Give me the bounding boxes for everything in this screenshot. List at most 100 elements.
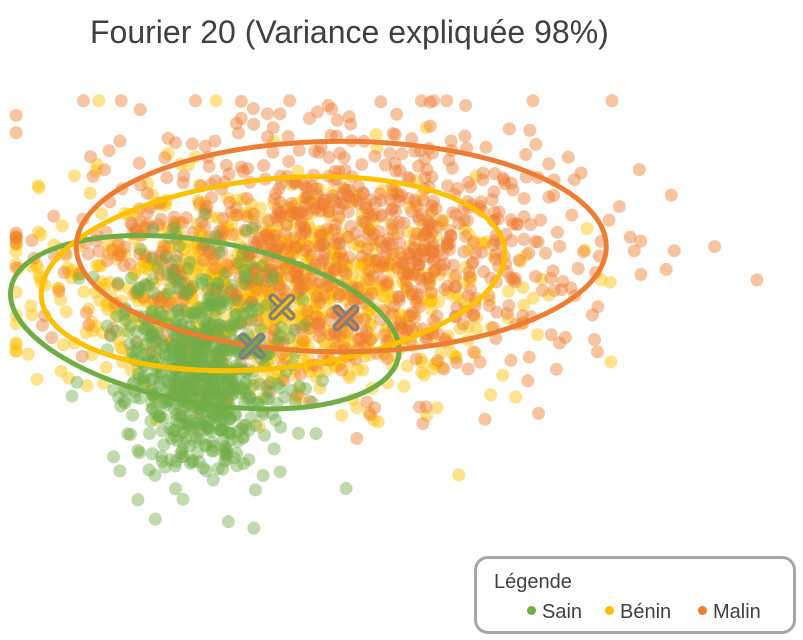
point-sain: [233, 386, 247, 400]
point-malin: [271, 214, 285, 228]
point-malin: [341, 189, 355, 202]
point-benin: [382, 259, 396, 273]
point-malin: [323, 328, 337, 342]
point-malin: [534, 213, 547, 227]
point-malin: [269, 242, 283, 256]
point-malin: [229, 287, 242, 301]
point-sain: [202, 414, 216, 427]
point-benin: [415, 355, 429, 369]
point-sain: [114, 399, 128, 413]
point-benin: [269, 324, 283, 337]
point-benin: [288, 274, 302, 288]
point-malin: [156, 328, 170, 342]
point-sain: [179, 377, 193, 391]
point-sain: [227, 315, 241, 329]
point-sain: [224, 325, 237, 339]
point-malin: [337, 197, 351, 211]
point-benin: [248, 283, 262, 297]
point-malin: [388, 128, 402, 142]
point-sain: [204, 299, 218, 313]
point-sain: [203, 298, 217, 312]
point-benin: [287, 270, 301, 284]
point-benin: [382, 277, 395, 291]
point-benin: [317, 228, 331, 242]
point-sain: [210, 372, 224, 386]
legend: Légende Sain Bénin Malin: [474, 556, 796, 634]
point-benin: [242, 251, 255, 265]
point-benin: [224, 262, 238, 276]
point-malin: [632, 163, 646, 177]
point-benin: [208, 350, 222, 363]
point-malin: [409, 352, 423, 366]
legend-label-sain: Sain: [542, 601, 583, 623]
point-malin: [374, 194, 388, 207]
point-malin: [286, 205, 299, 219]
point-benin: [287, 242, 301, 256]
point-malin: [426, 254, 440, 268]
point-benin: [303, 321, 317, 335]
point-malin: [382, 236, 396, 250]
point-benin: [291, 285, 305, 299]
point-sain: [139, 278, 153, 292]
point-malin: [289, 240, 303, 254]
legend-marker-benin: [605, 606, 614, 616]
point-benin: [66, 263, 80, 277]
point-benin: [367, 413, 381, 427]
point-benin: [255, 260, 269, 274]
point-benin: [400, 359, 414, 373]
point-sain: [172, 346, 186, 360]
point-malin: [179, 211, 193, 225]
point-malin: [544, 271, 558, 285]
point-sain: [293, 379, 307, 393]
point-benin: [273, 271, 287, 285]
point-sain: [148, 468, 162, 482]
point-benin: [369, 128, 383, 142]
point-benin: [360, 272, 374, 286]
point-benin: [205, 268, 219, 281]
point-malin: [355, 215, 369, 228]
point-sain: [181, 262, 195, 276]
point-sain: [227, 377, 241, 391]
point-malin: [311, 317, 324, 331]
point-benin: [155, 292, 169, 306]
point-malin: [260, 379, 274, 393]
point-benin: [152, 263, 166, 277]
point-benin: [312, 182, 326, 196]
point-malin: [204, 191, 218, 205]
point-malin: [489, 247, 503, 261]
point-benin: [184, 284, 198, 298]
point-sain: [130, 325, 144, 339]
point-benin: [241, 285, 255, 299]
point-benin: [249, 277, 263, 291]
point-benin: [236, 192, 250, 206]
point-malin: [424, 217, 438, 231]
point-benin: [234, 316, 248, 330]
point-malin: [332, 287, 346, 301]
point-sain: [152, 410, 165, 424]
point-benin: [437, 214, 451, 228]
point-sain: [138, 322, 152, 336]
point-sain: [223, 411, 237, 425]
point-sain: [133, 391, 147, 405]
point-benin: [385, 265, 399, 279]
point-benin: [260, 212, 273, 226]
point-malin: [128, 286, 142, 300]
point-sain: [282, 331, 296, 345]
point-benin: [404, 309, 417, 323]
point-malin: [386, 202, 400, 215]
legend-item-benin: Bénin: [605, 601, 671, 624]
point-sain: [231, 424, 244, 438]
point-benin: [461, 227, 475, 241]
point-benin: [89, 164, 103, 178]
point-malin: [144, 346, 158, 359]
point-sain: [121, 427, 135, 441]
point-malin: [397, 216, 411, 230]
point-sain: [263, 376, 277, 390]
point-sain: [212, 416, 226, 430]
point-sain: [256, 469, 270, 482]
point-benin: [93, 293, 107, 307]
point-malin: [103, 328, 117, 341]
point-sain: [166, 372, 180, 386]
point-benin: [475, 236, 489, 250]
point-malin: [358, 313, 372, 326]
